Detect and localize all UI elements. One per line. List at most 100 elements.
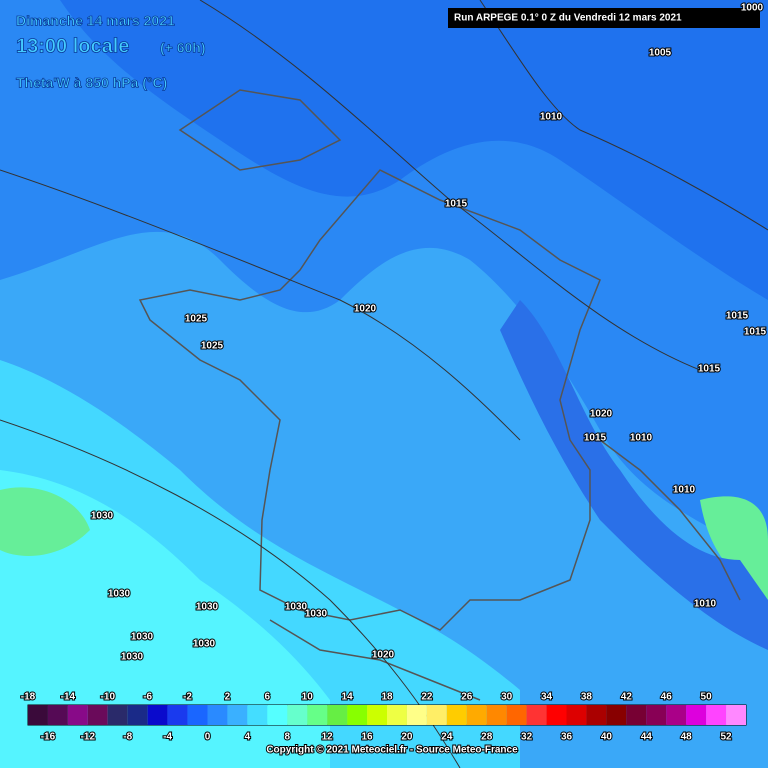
colorbar-label: -14 bbox=[61, 692, 76, 703]
colorbar-label: 46 bbox=[661, 692, 673, 703]
colorbar-swatch bbox=[167, 705, 188, 725]
lead-time: (+ 60h) bbox=[160, 40, 206, 56]
colorbar-label: 10 bbox=[302, 692, 314, 703]
isobar-label: 1015 bbox=[726, 311, 749, 322]
colorbar-swatch bbox=[67, 705, 88, 725]
warm-region bbox=[0, 470, 330, 768]
isobar-line bbox=[479, 0, 768, 231]
colorbar-swatch bbox=[686, 705, 707, 725]
colorbar-swatch bbox=[646, 705, 667, 725]
isobar-label: 1025 bbox=[185, 314, 208, 325]
colorbar-swatch bbox=[466, 705, 487, 725]
colorbar-swatch bbox=[486, 705, 507, 725]
cold-tongue bbox=[500, 300, 768, 650]
isobar-label: 1005 bbox=[649, 48, 672, 59]
colorbar-label: 38 bbox=[581, 692, 593, 703]
colorbar-label: 2 bbox=[225, 692, 231, 703]
colorbar-swatch bbox=[287, 705, 308, 725]
italy-coast bbox=[599, 439, 741, 601]
isobar-label: 1030 bbox=[131, 632, 154, 643]
colorbar-label: -2 bbox=[183, 692, 192, 703]
colorbar-label: -4 bbox=[163, 732, 172, 743]
isobar-label: 1020 bbox=[354, 304, 377, 315]
colorbar-swatch bbox=[586, 705, 607, 725]
colorbar-label: -8 bbox=[123, 732, 132, 743]
isobar-label: 1015 bbox=[698, 364, 721, 375]
date: Dimanche 14 mars 2021 bbox=[16, 13, 175, 29]
isobar-label: 1015 bbox=[744, 327, 767, 338]
colorbar-label: 48 bbox=[681, 732, 693, 743]
colorbar-swatch bbox=[127, 705, 148, 725]
france-border bbox=[138, 169, 601, 631]
isobar-label: 1030 bbox=[108, 589, 131, 600]
isobar-line bbox=[199, 0, 701, 371]
isobar-label: 1030 bbox=[305, 609, 328, 620]
colorbar-swatch bbox=[726, 705, 746, 725]
colorbar-label: 4 bbox=[245, 732, 251, 743]
green-patch bbox=[700, 496, 768, 600]
isobar-label: 1020 bbox=[372, 650, 395, 661]
colorbar-swatch bbox=[307, 705, 328, 725]
isobar-label: 1015 bbox=[445, 199, 468, 210]
colorbar-swatch bbox=[426, 705, 447, 725]
colorbar-label: -16 bbox=[41, 732, 56, 743]
isobar-line bbox=[0, 169, 521, 441]
isobar-label: 1010 bbox=[540, 112, 563, 123]
isobar-label: 1000 bbox=[741, 3, 764, 14]
copyright: Copyright © 2021 Meteociel.fr - Source M… bbox=[266, 745, 518, 756]
colorbar-swatch bbox=[327, 705, 348, 725]
colorbar-swatch bbox=[227, 705, 248, 725]
colorbar-label: 28 bbox=[481, 732, 493, 743]
isobar-label: 1030 bbox=[91, 511, 114, 522]
colorbar-label: 16 bbox=[361, 732, 373, 743]
colorbar-label: 36 bbox=[561, 732, 573, 743]
colorbar-label: 6 bbox=[265, 692, 271, 703]
run-info: Run ARPEGE 0.1° 0 Z du Vendredi 12 mars … bbox=[454, 13, 682, 24]
colorbar-swatch bbox=[706, 705, 727, 725]
colorbar-label: -6 bbox=[143, 692, 152, 703]
isobar-label: 1030 bbox=[285, 602, 308, 613]
colorbar-swatch bbox=[147, 705, 168, 725]
colorbar-swatch bbox=[666, 705, 687, 725]
colorbar-label: -10 bbox=[101, 692, 116, 703]
colorbar-label: 42 bbox=[621, 692, 633, 703]
colorbar-swatch bbox=[546, 705, 567, 725]
colorbar-swatch bbox=[626, 705, 647, 725]
colorbar-swatch bbox=[566, 705, 587, 725]
isobar-label: 1010 bbox=[630, 433, 653, 444]
colorbar-label: 30 bbox=[501, 692, 513, 703]
colorbar-swatch bbox=[47, 705, 68, 725]
isobar-label: 1030 bbox=[193, 639, 216, 650]
run-box bbox=[448, 8, 760, 28]
isobar-label: 1030 bbox=[196, 602, 219, 613]
cold-region bbox=[60, 0, 768, 300]
colorbar-swatch bbox=[187, 705, 208, 725]
colorbar-label: 22 bbox=[421, 692, 433, 703]
colorbar-label: 50 bbox=[701, 692, 713, 703]
isobar-label: 1010 bbox=[673, 485, 696, 496]
colorbar-swatch bbox=[506, 705, 527, 725]
time: 13:00 locale bbox=[16, 35, 129, 57]
colorbar-label: -18 bbox=[21, 692, 36, 703]
colorbar-swatch bbox=[606, 705, 627, 725]
spain-coast bbox=[269, 619, 481, 701]
colorbar-label: 34 bbox=[541, 692, 553, 703]
isobar-label: 1010 bbox=[694, 599, 717, 610]
colorbar-label: 32 bbox=[521, 732, 533, 743]
colorbar-swatch bbox=[387, 705, 407, 725]
colorbar-swatch bbox=[446, 705, 467, 725]
colorbar-label: 20 bbox=[401, 732, 413, 743]
colorbar-label: 52 bbox=[720, 732, 732, 743]
colorbar-swatch bbox=[267, 705, 288, 725]
colorbar-swatch bbox=[207, 705, 228, 725]
colorbar-swatch bbox=[406, 705, 427, 725]
colorbar-swatch bbox=[347, 705, 368, 725]
isobar-line bbox=[0, 419, 461, 768]
colorbar-swatch bbox=[526, 705, 547, 725]
colorbar-label: 40 bbox=[601, 732, 613, 743]
isobar-label: 1030 bbox=[121, 652, 144, 663]
england-coast bbox=[178, 89, 342, 171]
isobar-label: 1025 bbox=[201, 341, 224, 352]
